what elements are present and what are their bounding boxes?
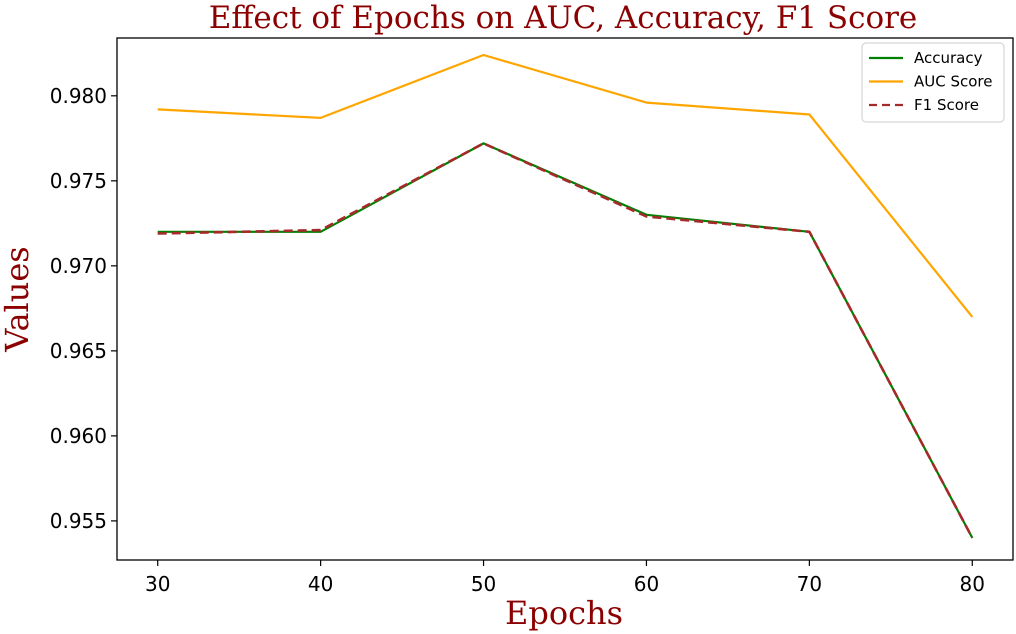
x-tick-label: 40 xyxy=(308,572,333,596)
legend-label: AUC Score xyxy=(914,73,993,91)
x-tick-label: 80 xyxy=(960,572,985,596)
chart-title: Effect of Epochs on AUC, Accuracy, F1 Sc… xyxy=(209,0,918,36)
series-line-accuracy xyxy=(157,142,974,539)
axis-ticks: 30 40 50 60 70 80 0.955 0.960 0.965 0.970 0.975 0.9… xyxy=(50,84,985,596)
y-tick-label: 0.975 xyxy=(50,169,107,193)
series-line-auc-score xyxy=(157,53,974,318)
legend-label: F1 Score xyxy=(914,96,979,114)
legend: Accuracy AUC Score F1 Score xyxy=(861,42,1005,123)
x-tick-label: 60 xyxy=(634,572,659,596)
y-tick-label: 0.955 xyxy=(50,509,107,533)
y-tick-label: 0.970 xyxy=(50,254,107,278)
y-tick-label: 0.980 xyxy=(50,84,107,108)
series-line-f1-score xyxy=(157,142,974,539)
y-axis-label: Values xyxy=(0,246,36,352)
x-tick-label: 70 xyxy=(797,572,822,596)
x-tick-label: 30 xyxy=(145,572,170,596)
x-tick-label: 50 xyxy=(471,572,496,596)
legend-box xyxy=(861,42,1005,123)
x-axis-label: Epochs xyxy=(505,594,623,632)
plot-frame xyxy=(116,37,1014,561)
y-tick-label: 0.960 xyxy=(50,424,107,448)
y-tick-label: 0.965 xyxy=(50,339,107,363)
series-lines xyxy=(157,53,974,539)
legend-label: Accuracy xyxy=(914,49,983,67)
